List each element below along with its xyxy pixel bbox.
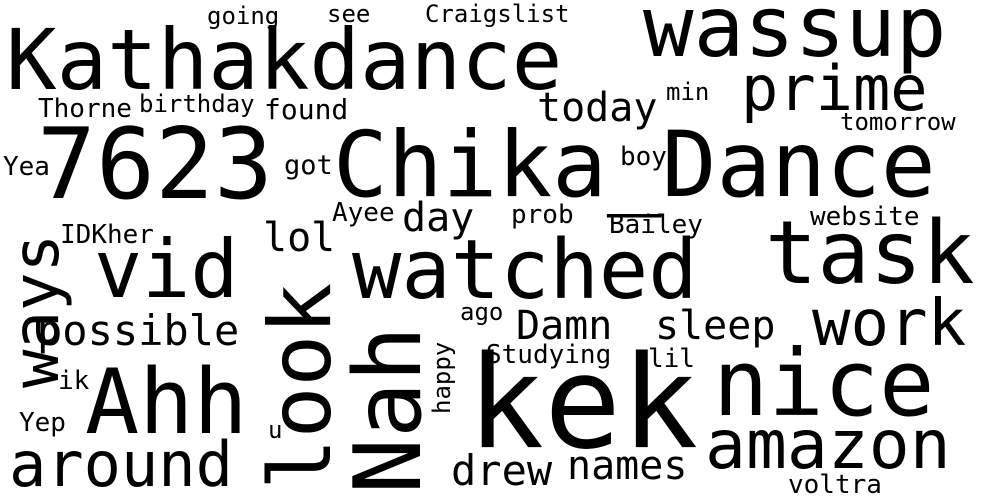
word-u: u xyxy=(268,416,283,444)
word-ahh: Ahh xyxy=(85,350,248,455)
word-going: going xyxy=(207,2,280,30)
word-7623: 7623 xyxy=(37,108,274,222)
word-around: around xyxy=(9,428,233,501)
word-today: today xyxy=(537,85,658,131)
word-nice: nice xyxy=(713,330,935,437)
word-ago: ago xyxy=(460,298,504,326)
word-wassup: wassup xyxy=(643,0,947,76)
word-work: work xyxy=(812,287,967,361)
word-ayee: Ayee xyxy=(332,198,395,228)
word-boy: boy xyxy=(620,142,667,172)
word-happy: happy xyxy=(428,341,456,414)
word-voltra: voltra xyxy=(788,470,882,500)
word-birthday: birthday xyxy=(139,90,255,118)
word-yep: Yep xyxy=(19,408,66,438)
word-found: found xyxy=(264,93,349,126)
word-kathakdance: Kathakdance xyxy=(6,11,563,109)
word-amazon: amazon xyxy=(705,406,951,485)
word-prime: prime xyxy=(741,52,928,125)
word-nah: Nah xyxy=(334,326,442,494)
word-min: min xyxy=(666,78,710,106)
word-see: see xyxy=(327,0,371,28)
word-possible: possible xyxy=(37,306,240,355)
word-lil: lil xyxy=(648,344,695,374)
word-kek: kek xyxy=(467,329,699,478)
word-studying: Studying xyxy=(486,340,612,370)
word-tomorrow: tomorrow xyxy=(840,108,956,136)
word-website: website xyxy=(810,202,920,232)
word-ik: ik xyxy=(58,366,90,396)
word-look: look xyxy=(251,282,351,490)
word-drew: drew xyxy=(451,446,553,495)
word-task: task xyxy=(765,202,975,304)
word-got: got xyxy=(284,150,333,181)
word-names: names xyxy=(567,443,688,489)
word-thorne: Thorne xyxy=(38,94,132,124)
word-chika-dance: Chika_Dance xyxy=(333,113,936,218)
word-day: day xyxy=(402,195,475,241)
word-prob: prob xyxy=(511,200,574,230)
word-sleep: sleep xyxy=(655,303,776,349)
word-damn: Damn xyxy=(516,303,613,349)
word-idkher: IDKher xyxy=(60,220,154,250)
word-lol: lol xyxy=(263,215,336,261)
word-vid: vid xyxy=(94,223,239,316)
word-watched: watched xyxy=(352,223,698,318)
word-craigslist: Craigslist xyxy=(425,0,570,28)
word-bailey: Bailey xyxy=(609,210,703,240)
word-yea: Yea xyxy=(3,152,50,182)
